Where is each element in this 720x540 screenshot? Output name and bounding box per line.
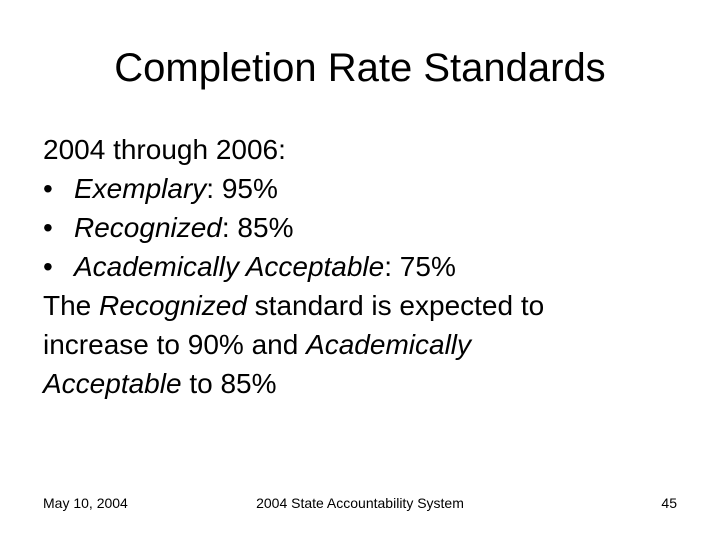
bullet-item-academically-acceptable: • Academically Acceptable: 75% [43, 247, 683, 286]
bullet-label: Exemplary [74, 173, 207, 204]
paragraph-line-2: increase to 90% and Academically [43, 325, 683, 364]
slide-body: 2004 through 2006: • Exemplary: 95% • Reco… [43, 130, 683, 403]
paragraph-text: increase to 90% and [43, 329, 307, 360]
footer-title: 2004 State Accountability System [256, 495, 464, 511]
footer-date: May 10, 2004 [43, 495, 128, 511]
paragraph-text: to 85% [181, 368, 277, 399]
bullet-item-exemplary: • Exemplary: 95% [43, 169, 683, 208]
intro-line: 2004 through 2006: [43, 134, 286, 165]
paragraph-text: The [43, 290, 100, 321]
bullet-value: : 95% [206, 173, 278, 204]
bullet-icon: • [43, 212, 53, 243]
bullet-value: : 85% [221, 212, 294, 243]
paragraph-emphasis: Recognized [99, 290, 247, 321]
bullet-value: : 75% [384, 251, 456, 282]
paragraph-emphasis: Academically [306, 329, 472, 360]
bullet-label: Academically Acceptable [74, 251, 385, 282]
bullet-icon: • [43, 173, 53, 204]
paragraph-line-1: The Recognized standard is expected to [43, 286, 683, 325]
paragraph-emphasis: Acceptable [43, 368, 182, 399]
paragraph-line-3: Acceptable to 85% [43, 364, 683, 403]
bullet-item-recognized: • Recognized: 85% [43, 208, 683, 247]
paragraph-text: standard is expected to [246, 290, 545, 321]
slide-title: Completion Rate Standards [114, 46, 606, 90]
footer-page-number: 45 [661, 495, 677, 511]
bullet-label: Recognized [74, 212, 222, 243]
bullet-icon: • [43, 251, 53, 282]
